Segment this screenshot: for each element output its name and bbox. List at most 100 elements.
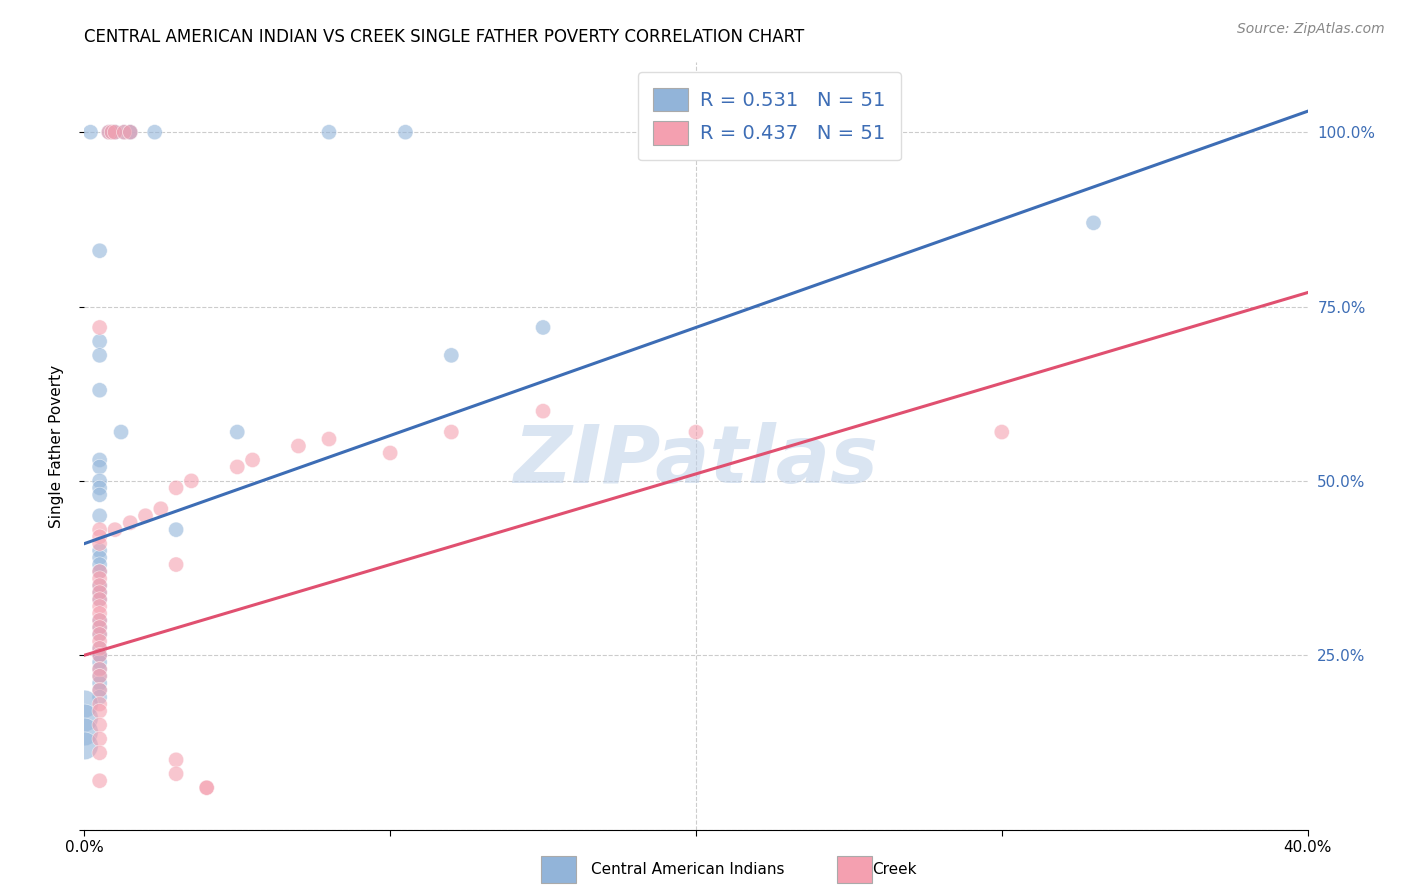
Point <box>89 648 111 663</box>
Point <box>73 711 96 725</box>
Point <box>531 404 554 418</box>
Point <box>89 669 111 683</box>
Point <box>89 746 111 760</box>
Point <box>135 508 157 523</box>
Point <box>226 459 249 474</box>
Point <box>101 125 124 139</box>
Point <box>89 550 111 565</box>
Point <box>89 244 111 258</box>
Point <box>89 683 111 698</box>
Point <box>149 501 172 516</box>
Point <box>89 627 111 641</box>
Point <box>89 620 111 634</box>
Point <box>89 731 111 746</box>
Point <box>104 125 127 139</box>
Point <box>120 516 142 530</box>
Y-axis label: Single Father Poverty: Single Father Poverty <box>49 365 63 527</box>
Point <box>89 634 111 648</box>
Point <box>143 125 166 139</box>
Point <box>89 648 111 663</box>
Point <box>89 585 111 599</box>
Text: Creek: Creek <box>872 863 917 877</box>
Point <box>165 766 187 780</box>
Point <box>380 446 402 460</box>
Point <box>101 125 124 139</box>
Point <box>89 481 111 495</box>
Point <box>104 125 127 139</box>
Point <box>89 585 111 599</box>
Point <box>89 641 111 656</box>
Point <box>89 453 111 467</box>
Point <box>73 739 96 753</box>
Point <box>287 439 309 453</box>
Point <box>89 543 111 558</box>
Point <box>89 348 111 362</box>
Point <box>685 425 707 439</box>
Point <box>318 125 340 139</box>
Point <box>73 725 96 739</box>
Point <box>165 558 187 572</box>
Text: Central American Indians: Central American Indians <box>591 863 785 877</box>
Point <box>89 690 111 704</box>
Point <box>89 320 111 334</box>
Point <box>1083 216 1105 230</box>
Point <box>89 641 111 656</box>
Point <box>89 648 111 663</box>
Point <box>89 773 111 788</box>
Point <box>73 697 96 711</box>
Point <box>89 334 111 349</box>
Point <box>89 627 111 641</box>
Point <box>89 662 111 676</box>
Point <box>89 488 111 502</box>
Point <box>79 125 101 139</box>
Point <box>112 125 135 139</box>
Point <box>89 683 111 698</box>
Text: Source: ZipAtlas.com: Source: ZipAtlas.com <box>1237 22 1385 37</box>
Point <box>531 320 554 334</box>
Point <box>89 558 111 572</box>
Legend: R = 0.531   N = 51, R = 0.437   N = 51: R = 0.531 N = 51, R = 0.437 N = 51 <box>638 72 901 161</box>
Point <box>89 669 111 683</box>
Point <box>165 523 187 537</box>
Point <box>89 592 111 607</box>
Point <box>97 125 120 139</box>
Point <box>89 697 111 711</box>
Point <box>242 453 264 467</box>
Point <box>165 753 187 767</box>
Point <box>318 432 340 446</box>
Point <box>89 676 111 690</box>
Point <box>394 125 416 139</box>
Point <box>104 523 127 537</box>
Point <box>89 578 111 592</box>
Point <box>104 125 127 139</box>
Point <box>89 459 111 474</box>
Point <box>440 425 463 439</box>
Point <box>226 425 249 439</box>
Point <box>120 125 142 139</box>
Point <box>180 474 202 488</box>
Point <box>97 125 120 139</box>
Point <box>120 125 142 139</box>
Point <box>101 125 124 139</box>
Text: ZIPatlas: ZIPatlas <box>513 422 879 500</box>
Point <box>89 613 111 627</box>
Point <box>195 780 218 795</box>
Point <box>89 704 111 718</box>
Point <box>120 125 142 139</box>
Point <box>89 523 111 537</box>
Point <box>110 425 132 439</box>
Point <box>440 348 463 362</box>
Text: CENTRAL AMERICAN INDIAN VS CREEK SINGLE FATHER POVERTY CORRELATION CHART: CENTRAL AMERICAN INDIAN VS CREEK SINGLE … <box>84 28 804 45</box>
Point <box>89 565 111 579</box>
Point <box>89 592 111 607</box>
Point <box>89 565 111 579</box>
Point <box>89 383 111 397</box>
Point <box>89 613 111 627</box>
Point <box>89 718 111 732</box>
Point <box>89 508 111 523</box>
Point <box>991 425 1014 439</box>
Point <box>89 572 111 586</box>
Point <box>89 536 111 550</box>
Point <box>89 578 111 592</box>
Point <box>195 780 218 795</box>
